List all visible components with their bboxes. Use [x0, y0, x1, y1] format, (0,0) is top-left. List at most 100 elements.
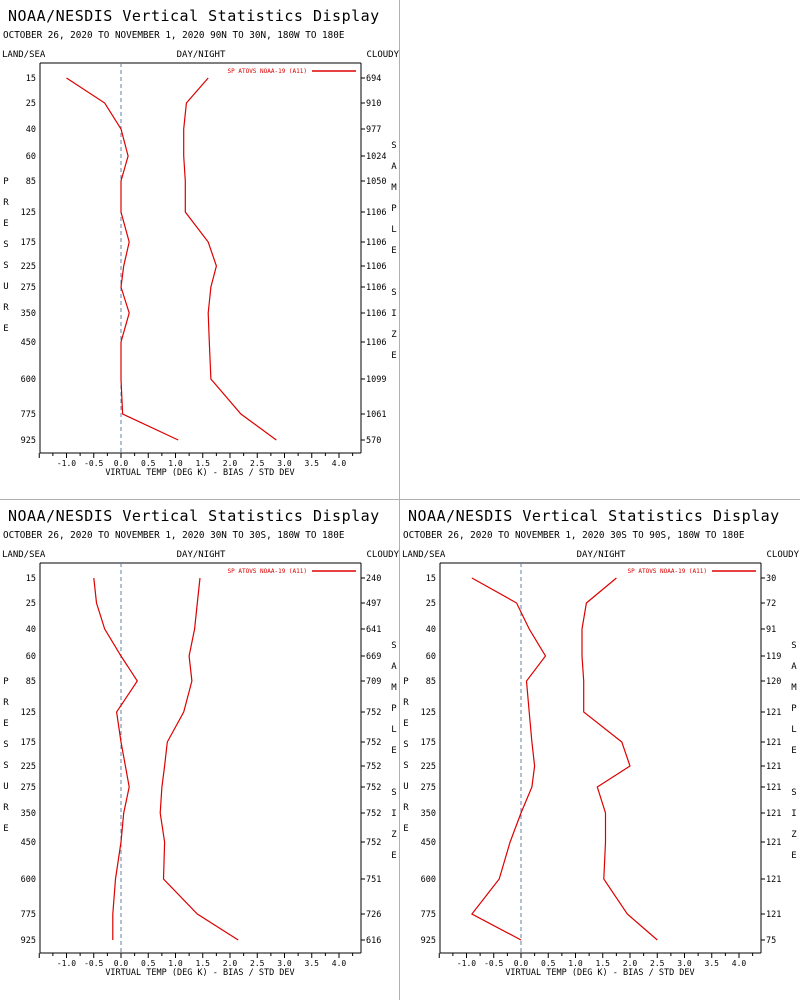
- sample-size-label: 121: [766, 875, 781, 885]
- x-axis-label: VIRTUAL TEMP (DEG K) - BIAS / STD DEV: [105, 968, 294, 978]
- x-tick-label: 1.5: [196, 959, 211, 968]
- x-tick-label: -1.0: [457, 959, 476, 968]
- pressure-level-label: 775: [421, 910, 436, 920]
- pressure-level-label: 85: [426, 677, 436, 687]
- sample-size-label: 119: [766, 652, 781, 662]
- sample-size-label: 752: [366, 809, 381, 819]
- x-tick-label: 1.0: [568, 959, 583, 968]
- pressure-level-label: 925: [421, 936, 436, 946]
- pressure-level-label: 275: [21, 283, 36, 293]
- pressure-level-label: 600: [21, 875, 36, 885]
- std-dev-series-line: [159, 577, 239, 941]
- sample-size-label: 752: [366, 708, 381, 718]
- sample-size-label: 1061: [366, 410, 386, 420]
- x-axis-label: VIRTUAL TEMP (DEG K) - BIAS / STD DEV: [505, 968, 694, 978]
- sample-size-label: 121: [766, 910, 781, 920]
- y-axis-label-letter: E: [3, 719, 8, 729]
- pressure-level-label: 225: [21, 762, 36, 772]
- y2-axis-label-letter: S: [391, 641, 396, 651]
- header-land-sea: LAND/SEA: [2, 550, 46, 560]
- pressure-level-label: 600: [21, 375, 36, 385]
- pressure-level-label: 350: [421, 809, 436, 819]
- chart-subtitle: OCTOBER 26, 2020 TO NOVEMBER 1, 2020 90N…: [3, 30, 344, 41]
- x-tick-label: 3.0: [277, 459, 292, 468]
- x-tick-label: 0.5: [141, 959, 156, 968]
- pressure-level-label: 15: [26, 574, 36, 584]
- pressure-level-label: 350: [21, 809, 36, 819]
- pressure-level-label: 450: [21, 338, 36, 348]
- x-tick-label: 0.5: [541, 959, 556, 968]
- sample-size-label: 694: [366, 74, 381, 84]
- sample-size-label: 120: [766, 677, 781, 687]
- y2-axis-label-letter: L: [791, 725, 796, 735]
- y2-axis-label-letter: L: [391, 725, 396, 735]
- sample-size-label: 616: [366, 936, 381, 946]
- x-tick-label: -1.0: [57, 459, 76, 468]
- pressure-level-label: 775: [21, 910, 36, 920]
- x-tick-label: 3.5: [305, 459, 320, 468]
- y2-axis-label-letter: A: [391, 162, 397, 172]
- x-tick-label: 0.0: [514, 959, 529, 968]
- pressure-level-label: 925: [21, 936, 36, 946]
- y-axis-label-letter: P: [403, 677, 409, 687]
- sample-size-label: 121: [766, 708, 781, 718]
- y-axis-label-letter: S: [3, 761, 8, 771]
- std-dev-series-line: [581, 577, 658, 941]
- y2-axis-label-letter: P: [391, 704, 397, 714]
- chart-svg: NOAA/NESDIS Vertical Statistics Display O…: [2, 7, 400, 478]
- pressure-level-label: 60: [26, 652, 36, 662]
- pressure-level-label: 350: [21, 309, 36, 319]
- pressure-level-label: 450: [421, 838, 436, 848]
- pressure-level-label: 225: [421, 762, 436, 772]
- chart-svg: NOAA/NESDIS Vertical Statistics Display O…: [2, 507, 400, 978]
- x-tick-label: 4.0: [732, 959, 747, 968]
- pressure-level-label: 85: [26, 677, 36, 687]
- pressure-level-label: 25: [26, 99, 36, 109]
- sample-size-label: 121: [766, 762, 781, 772]
- x-tick-label: -0.5: [84, 459, 103, 468]
- y2-axis-label-letter: E: [391, 746, 396, 756]
- chart-panel-90n-30n: NOAA/NESDIS Vertical Statistics Display O…: [0, 0, 400, 500]
- sample-size-label: 641: [366, 625, 381, 635]
- legend-label: SP ATOVS NOAA-19 (A11): [228, 68, 307, 75]
- pressure-level-label: 175: [21, 238, 36, 248]
- y2-axis-label-letter: I: [391, 809, 396, 819]
- y2-axis-label-letter: S: [791, 788, 796, 798]
- x-tick-label: 1.0: [168, 959, 183, 968]
- chart-subtitle: OCTOBER 26, 2020 TO NOVEMBER 1, 2020 30N…: [3, 530, 344, 541]
- sample-size-label: 570: [366, 436, 381, 446]
- x-tick-label: 4.0: [332, 959, 347, 968]
- legend-label: SP ATOVS NOAA-19 (A11): [228, 568, 307, 575]
- legend-label: SP ATOVS NOAA-19 (A11): [628, 568, 707, 575]
- chart-subtitle: OCTOBER 26, 2020 TO NOVEMBER 1, 2020 30S…: [403, 530, 744, 541]
- x-tick-label: 2.0: [223, 459, 238, 468]
- y2-axis-label-letter: M: [791, 683, 797, 693]
- x-tick-label: 0.5: [141, 459, 156, 468]
- y2-axis-label-letter: M: [391, 183, 397, 193]
- sample-size-label: 1106: [366, 238, 386, 248]
- sample-size-label: 75: [766, 936, 776, 946]
- header-day-night: DAY/NIGHT: [177, 50, 226, 60]
- chart-svg: NOAA/NESDIS Vertical Statistics Display O…: [402, 507, 800, 978]
- y-axis-label-letter: S: [403, 740, 408, 750]
- y2-axis-label-letter: P: [391, 204, 397, 214]
- y-axis-label-letter: P: [3, 677, 9, 687]
- y-axis-label-letter: E: [3, 324, 8, 334]
- y-axis-label-letter: S: [3, 261, 8, 271]
- x-tick-label: 2.5: [250, 459, 265, 468]
- pressure-level-label: 40: [26, 625, 36, 635]
- sample-size-label: 752: [366, 738, 381, 748]
- horizontal-divider: [0, 499, 800, 500]
- x-tick-label: 1.0: [168, 459, 183, 468]
- y-axis-label-letter: R: [403, 803, 409, 813]
- chart-panel-30s-90s: NOAA/NESDIS Vertical Statistics Display O…: [400, 500, 800, 1000]
- header-land-sea: LAND/SEA: [2, 50, 46, 60]
- sample-size-label: 709: [366, 677, 381, 687]
- chart-panel-30n-30s: NOAA/NESDIS Vertical Statistics Display O…: [0, 500, 400, 1000]
- pressure-level-label: 175: [21, 738, 36, 748]
- sample-size-label: 121: [766, 838, 781, 848]
- pressure-level-label: 85: [26, 177, 36, 187]
- std-dev-series-line: [183, 77, 277, 441]
- sample-size-label: 30: [766, 574, 776, 584]
- y2-axis-label-letter: I: [391, 309, 396, 319]
